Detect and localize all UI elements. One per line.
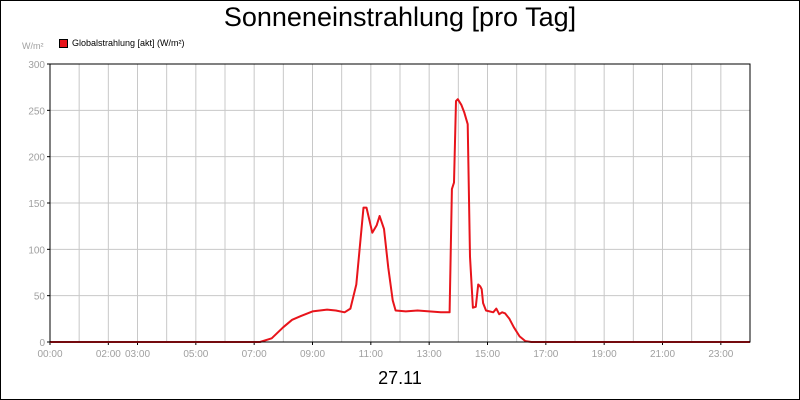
plot-border bbox=[49, 63, 751, 343]
x-tick-label: 07:00 bbox=[242, 349, 267, 360]
x-tick-label: 11:00 bbox=[359, 349, 384, 360]
y-tick-label: 250 bbox=[28, 106, 45, 117]
series-line-globalstrahlung bbox=[50, 98, 750, 343]
chart-title: Sonneneinstrahlung [pro Tag] bbox=[223, 2, 577, 32]
y-tick-label: 150 bbox=[28, 199, 45, 210]
x-tick-label: 23:00 bbox=[708, 349, 733, 360]
y-tick-label: 0 bbox=[39, 338, 45, 349]
x-tick-label: 17:00 bbox=[533, 349, 558, 360]
x-axis-date-label: 27.11 bbox=[378, 368, 422, 388]
x-tick-label: 15:00 bbox=[475, 349, 500, 360]
x-tick-label: 19:00 bbox=[592, 349, 617, 360]
x-tick-label: 09:00 bbox=[300, 349, 325, 360]
x-tick-label: 13:00 bbox=[417, 349, 442, 360]
y-tick-label: 300 bbox=[28, 60, 45, 71]
legend: Globalstrahlung [akt] (W/m²) bbox=[59, 38, 185, 48]
y-tick-label: 200 bbox=[28, 153, 45, 164]
y-tick-label: 50 bbox=[34, 292, 46, 303]
x-tick-label: 03:00 bbox=[125, 349, 150, 360]
y-axis-unit: W/m² bbox=[22, 41, 44, 51]
legend-label: Globalstrahlung [akt] (W/m²) bbox=[72, 38, 185, 48]
x-tick-label: 02:00 bbox=[96, 349, 121, 360]
x-tick-label: 00:00 bbox=[37, 349, 62, 360]
y-tick-label: 100 bbox=[28, 245, 45, 256]
x-tick-label: 05:00 bbox=[183, 349, 208, 360]
x-tick-label: 21:00 bbox=[650, 349, 675, 360]
legend-swatch bbox=[59, 38, 68, 48]
